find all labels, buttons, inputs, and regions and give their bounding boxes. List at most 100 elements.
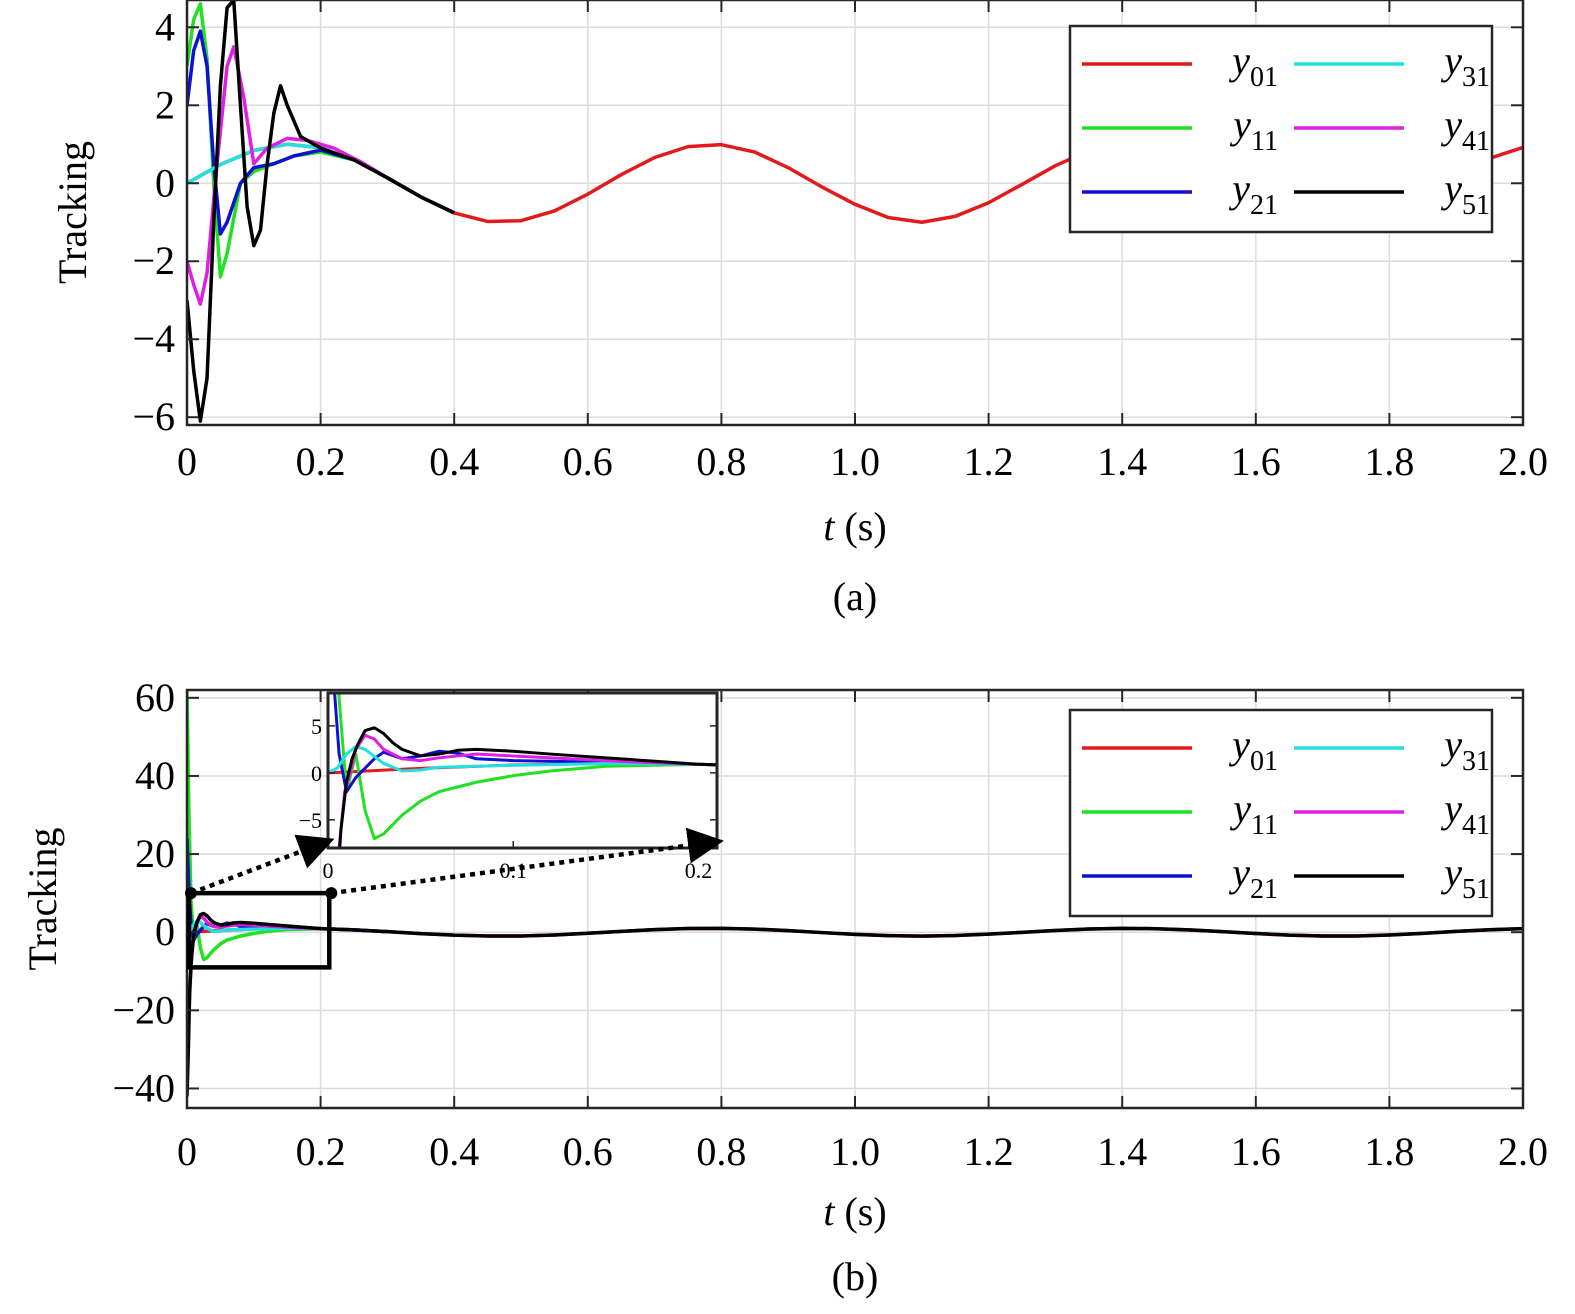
legend-label: y41 xyxy=(1440,786,1490,841)
legend-label-sub: 51 xyxy=(1462,874,1490,905)
legend-entry-y51: y51 xyxy=(1294,166,1490,221)
legend-label: y31 xyxy=(1440,38,1490,93)
x-tick-label: 0.4 xyxy=(429,1129,479,1174)
legend-label-name: y xyxy=(1440,850,1462,895)
series-line-y51 xyxy=(187,0,455,423)
legend-label-name: y xyxy=(1228,850,1250,895)
legend-entry-y41: y41 xyxy=(1294,102,1490,157)
legend-entry-y31: y31 xyxy=(1294,38,1490,93)
x-tick-label: 1.4 xyxy=(1097,1129,1147,1174)
inset-x-tick-label: 0.2 xyxy=(685,858,713,883)
legend-entry-y21: y21 xyxy=(1082,166,1278,221)
legend-label: y31 xyxy=(1440,722,1490,777)
x-tick-label: 0.6 xyxy=(563,439,613,484)
y-tick-label: 0 xyxy=(155,160,175,205)
x-axis-label: t (s) xyxy=(823,504,886,549)
x-axis-label-unit: (s) xyxy=(834,504,886,549)
legend-label-sub: 01 xyxy=(1250,746,1278,777)
x-tick-label: 1.6 xyxy=(1231,1129,1281,1174)
legend-label: y11 xyxy=(1229,102,1278,157)
x-tick-label: 0.8 xyxy=(696,1129,746,1174)
legend-entry-y31: y31 xyxy=(1294,722,1490,777)
y-tick-label: −6 xyxy=(132,394,175,439)
x-tick-label: 1.0 xyxy=(830,1129,880,1174)
zoom-arrow-right xyxy=(330,827,724,896)
panel-caption: (b) xyxy=(832,1254,879,1299)
legend-label-name: y xyxy=(1440,722,1462,767)
legend-entry-y01: y01 xyxy=(1082,722,1278,777)
legend-label-name: y xyxy=(1229,102,1251,147)
inset-axes: 00.10.2−505 xyxy=(299,691,719,883)
legend-label-name: y xyxy=(1229,786,1251,831)
legend-label-sub: 51 xyxy=(1462,190,1490,221)
x-tick-label: 2.0 xyxy=(1498,1129,1548,1174)
legend-label-sub: 31 xyxy=(1462,746,1490,777)
inset-series-line-y11 xyxy=(337,693,717,841)
y-tick-label: 40 xyxy=(135,753,175,798)
legend-entry-y01: y01 xyxy=(1082,38,1278,93)
x-axis-label-var: t xyxy=(823,504,835,549)
series-group xyxy=(187,690,1523,1097)
legend-label: y51 xyxy=(1440,166,1490,221)
legend-label-name: y xyxy=(1228,38,1250,83)
x-axis-label-var: t xyxy=(823,1189,835,1234)
x-tick-label: 1.4 xyxy=(1097,439,1147,484)
x-tick-label: 1.8 xyxy=(1364,1129,1414,1174)
legend-label-name: y xyxy=(1440,166,1462,211)
legend-entry-y51: y51 xyxy=(1294,850,1490,905)
y-tick-label: −20 xyxy=(112,987,175,1032)
x-tick-label: 0.6 xyxy=(563,1129,613,1174)
y-axis-label: Tracking xyxy=(20,828,65,971)
legend-label-sub: 41 xyxy=(1462,810,1490,841)
y-tick-label: 0 xyxy=(155,909,175,954)
x-tick-label: 1.6 xyxy=(1231,439,1281,484)
legend-label-sub: 21 xyxy=(1250,190,1278,221)
series-line-y41 xyxy=(187,914,388,1050)
chart-panel-a: 0 0.2 0.4 0.6 0.8 1.0 1.2 1.4 1.6 1.8 2.0 −6 −4 −2 0 2 4… xyxy=(50,0,1548,619)
legend-entry-y11: y11 xyxy=(1082,786,1278,841)
legend-label-sub: 11 xyxy=(1251,126,1278,157)
x-axis-label-unit: (s) xyxy=(834,1189,886,1234)
zoom-arrow-left xyxy=(190,834,335,896)
legend-label-sub: 01 xyxy=(1250,62,1278,93)
grid xyxy=(186,690,1524,1108)
zoom-region-box xyxy=(186,890,332,970)
y-tick-label: −40 xyxy=(112,1065,175,1110)
inset-y-tick-label: −5 xyxy=(299,808,322,833)
x-tick-label: 0 xyxy=(177,439,197,484)
x-tick-label: 0.2 xyxy=(296,1129,346,1174)
legend-label: y21 xyxy=(1228,850,1278,905)
y-tick-label: −4 xyxy=(132,316,175,361)
inset-box xyxy=(326,691,719,850)
x-tick-label: 1.2 xyxy=(964,1129,1014,1174)
legend-label-sub: 31 xyxy=(1462,62,1490,93)
legend-label-name: y xyxy=(1440,102,1462,147)
series-line-y51 xyxy=(187,911,1523,1097)
legend-label: y51 xyxy=(1440,850,1490,905)
legend-entry-y11: y11 xyxy=(1082,102,1278,157)
inset-y-tick-label: 0 xyxy=(311,761,322,786)
legend-label-sub: 41 xyxy=(1462,126,1490,157)
x-tick-label: 0.2 xyxy=(296,439,346,484)
legend-entry-y41: y41 xyxy=(1294,786,1490,841)
y-tick-label: 20 xyxy=(135,831,175,876)
y-axis-label: Tracking xyxy=(50,141,95,284)
legend-label-name: y xyxy=(1228,722,1250,767)
legend-label-sub: 21 xyxy=(1250,874,1278,905)
inset-series-group xyxy=(328,693,717,848)
legend-label: y01 xyxy=(1228,38,1278,93)
y-tick-label: 2 xyxy=(155,82,175,127)
x-axis-label: t (s) xyxy=(823,1189,886,1234)
panel-caption: (a) xyxy=(833,574,877,619)
legend-label-name: y xyxy=(1228,166,1250,211)
legend-label-sub: 11 xyxy=(1251,810,1278,841)
inset-x-tick-label: 0 xyxy=(323,858,334,883)
legend-label: y01 xyxy=(1228,722,1278,777)
legend-label: y21 xyxy=(1228,166,1278,221)
legend-entry-y21: y21 xyxy=(1082,850,1278,905)
y-tick-label: −2 xyxy=(132,238,175,283)
x-tick-label: 0 xyxy=(177,1129,197,1174)
